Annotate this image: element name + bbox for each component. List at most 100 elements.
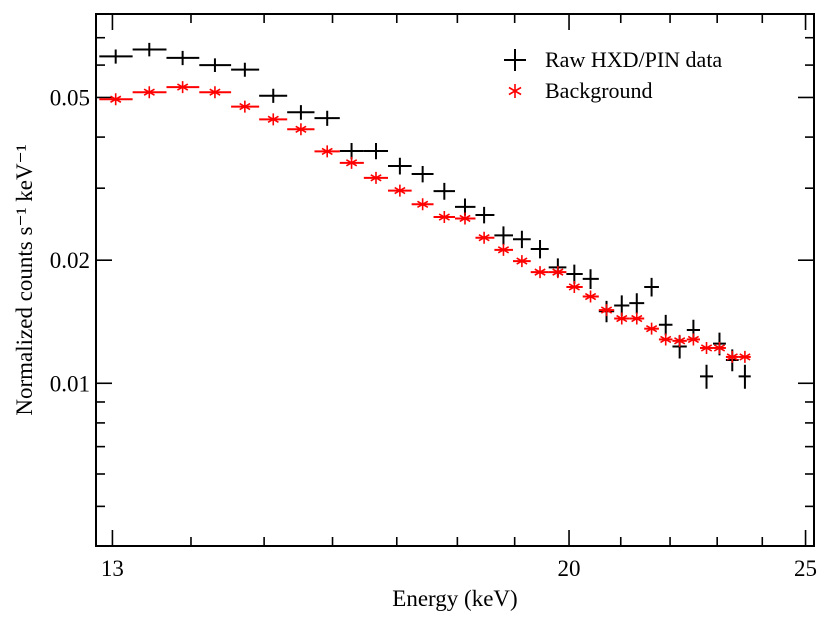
background-asterisk-marker — [516, 255, 528, 268]
background-asterisk-marker — [534, 266, 546, 279]
data-point-raw — [512, 230, 531, 249]
data-point-background — [530, 266, 549, 279]
y-tick-label: 0.02 — [50, 248, 90, 273]
data-point-background — [287, 123, 315, 136]
background-asterisk-marker — [417, 198, 429, 211]
data-point-background — [475, 231, 495, 244]
background-asterisk-marker — [687, 333, 700, 346]
legend: Raw HXD/PIN data Background — [504, 47, 722, 103]
data-point-background — [738, 350, 751, 363]
data-point-background — [629, 312, 645, 325]
y-axis-label: Normalized counts s⁻¹ keV⁻¹ — [12, 144, 37, 415]
background-asterisk-marker — [726, 350, 738, 363]
background-asterisk-marker — [394, 184, 406, 197]
background-asterisk-marker — [568, 280, 580, 293]
y-axis-ticks: 0.01 0.02 0.05 — [50, 13, 814, 547]
data-point-background — [411, 198, 434, 211]
background-asterisk-marker — [321, 145, 333, 158]
data-point-background — [686, 333, 700, 346]
data-point-background — [231, 100, 260, 113]
data-point-background — [494, 243, 513, 256]
y-tick-label: 0.05 — [50, 85, 90, 110]
legend-marker-background — [508, 84, 522, 98]
data-point-background — [614, 312, 630, 325]
background-asterisk-marker — [700, 341, 713, 354]
background-asterisk-marker — [552, 266, 564, 279]
background-asterisk-marker — [616, 312, 628, 325]
asterisk-icon — [508, 84, 522, 98]
data-point-raw — [582, 269, 599, 290]
data-point-raw — [644, 277, 659, 297]
data-point-raw — [433, 182, 456, 200]
data-point-raw — [494, 226, 513, 245]
background-asterisk-marker — [660, 333, 672, 346]
data-point-background — [166, 81, 200, 94]
data-point-background — [132, 86, 167, 99]
data-point-background — [582, 290, 599, 303]
data-point-background — [388, 184, 412, 197]
legend-label-raw: Raw HXD/PIN data — [545, 47, 722, 72]
data-point-background — [644, 322, 659, 335]
data-point-raw — [99, 49, 133, 64]
background-asterisk-marker — [438, 211, 450, 224]
background-asterisk-marker — [295, 123, 307, 136]
background-asterisk-marker — [370, 171, 382, 184]
data-point-raw — [259, 88, 288, 103]
background-asterisk-marker — [600, 304, 613, 317]
background-asterisk-marker — [645, 322, 658, 335]
data-point-background — [699, 341, 714, 354]
plus-icon — [504, 49, 526, 71]
data-point-raw — [566, 264, 583, 284]
background-asterisk-marker — [631, 312, 643, 325]
background-asterisk-marker — [143, 86, 155, 99]
data-point-raw — [738, 364, 751, 389]
data-point-raw — [530, 240, 549, 259]
background-asterisk-marker — [713, 341, 726, 354]
plot-frame — [95, 13, 815, 547]
data-point-background — [433, 211, 456, 224]
data-point-raw — [166, 50, 200, 66]
data-point-background — [548, 266, 567, 279]
data-point-background — [339, 156, 364, 169]
data-point-background — [566, 280, 583, 293]
data-point-background — [199, 86, 232, 99]
background-asterisk-marker — [177, 81, 189, 94]
data-point-raw — [199, 58, 232, 73]
data-point-background — [713, 341, 726, 354]
data-point-background — [363, 171, 389, 184]
data-point-raw — [339, 142, 364, 160]
data-point-background — [99, 93, 133, 106]
data-point-background — [725, 350, 739, 363]
background-asterisk-marker — [209, 86, 221, 99]
data-point-background — [259, 113, 288, 126]
background-asterisk-marker — [674, 334, 686, 347]
background-asterisk-marker — [345, 156, 358, 169]
x-tick-label: 25 — [794, 556, 817, 581]
background-asterisk-marker — [110, 93, 122, 106]
background-asterisk-marker — [267, 113, 279, 126]
data-point-background — [658, 333, 673, 346]
x-axis-label: Energy (keV) — [392, 586, 517, 611]
data-point-raw — [629, 293, 645, 314]
background-asterisk-marker — [497, 243, 510, 256]
background-asterisk-marker — [584, 290, 597, 303]
data-point-background — [512, 255, 531, 268]
data-point-raw — [363, 142, 389, 160]
x-axis-ticks: 13 20 25 — [101, 14, 817, 581]
data-point-background — [672, 334, 687, 347]
series-raw-data — [99, 42, 751, 389]
data-series — [99, 42, 751, 389]
data-point-raw — [411, 165, 434, 183]
x-tick-label: 13 — [101, 556, 124, 581]
data-point-background — [455, 212, 476, 225]
data-point-raw — [287, 105, 315, 120]
data-point-raw — [132, 42, 167, 57]
background-asterisk-marker — [459, 212, 471, 225]
data-point-raw — [475, 206, 495, 224]
legend-marker-raw — [504, 49, 526, 71]
x-tick-label: 20 — [558, 556, 581, 581]
series-background — [99, 81, 751, 363]
data-point-raw — [658, 314, 673, 336]
